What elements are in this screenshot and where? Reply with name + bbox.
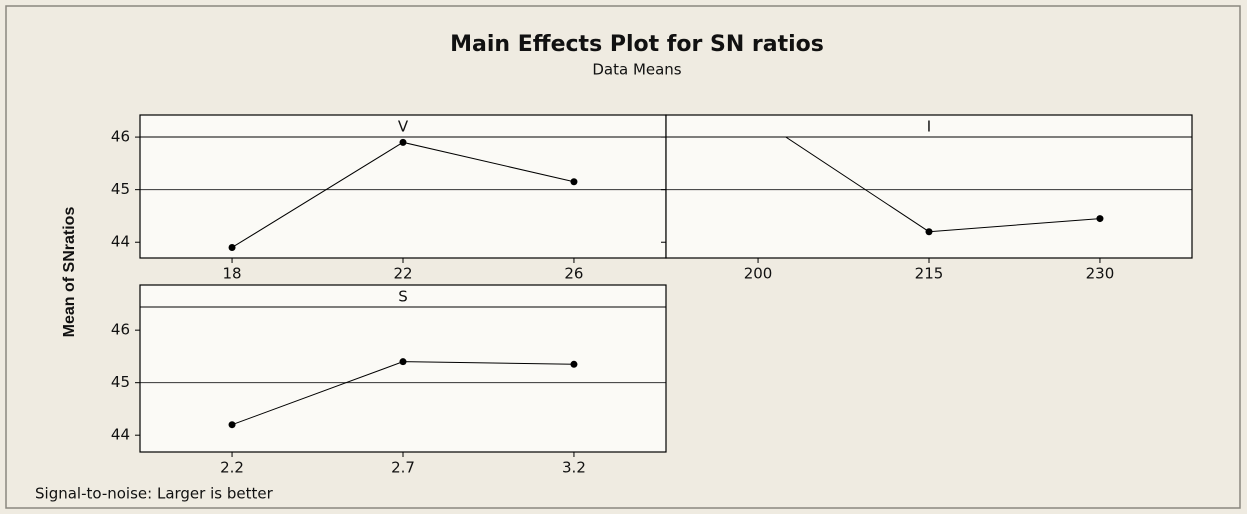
panel xyxy=(140,115,666,258)
panel-title: S xyxy=(398,288,408,306)
point xyxy=(925,228,933,236)
x-tick-label: 26 xyxy=(564,265,583,283)
panel-border xyxy=(139,284,667,453)
point xyxy=(228,421,236,429)
panel-title: V xyxy=(398,118,409,136)
y-axis-label: Mean of SNratios xyxy=(61,207,78,338)
x-tick-label: 3.2 xyxy=(562,459,586,477)
y-tick-label: 45 xyxy=(111,373,130,391)
panel-title: I xyxy=(927,118,931,136)
x-tick-label: 215 xyxy=(915,265,944,283)
point xyxy=(570,360,578,368)
point xyxy=(399,358,407,366)
footnote: Signal-to-noise: Larger is better xyxy=(35,485,274,503)
x-tick-label: 230 xyxy=(1086,265,1115,283)
panel xyxy=(140,285,666,452)
chart-subtitle: Data Means xyxy=(592,61,681,79)
y-tick-label: 46 xyxy=(111,128,130,146)
point xyxy=(399,138,407,146)
y-tick-label: 44 xyxy=(111,426,130,444)
x-tick-label: 22 xyxy=(393,265,412,283)
y-tick-label: 44 xyxy=(111,233,130,251)
x-tick-label: 2.2 xyxy=(220,459,244,477)
x-tick-label: 18 xyxy=(223,265,242,283)
x-tick-label: 2.7 xyxy=(391,459,415,477)
point xyxy=(570,178,578,186)
y-tick-label: 45 xyxy=(111,180,130,198)
point xyxy=(228,243,236,251)
x-tick-label: 200 xyxy=(744,265,773,283)
y-tick-label: 46 xyxy=(111,321,130,339)
point xyxy=(1096,215,1104,223)
chart-title: Main Effects Plot for SN ratios xyxy=(450,32,824,57)
panel-border xyxy=(665,114,1193,259)
